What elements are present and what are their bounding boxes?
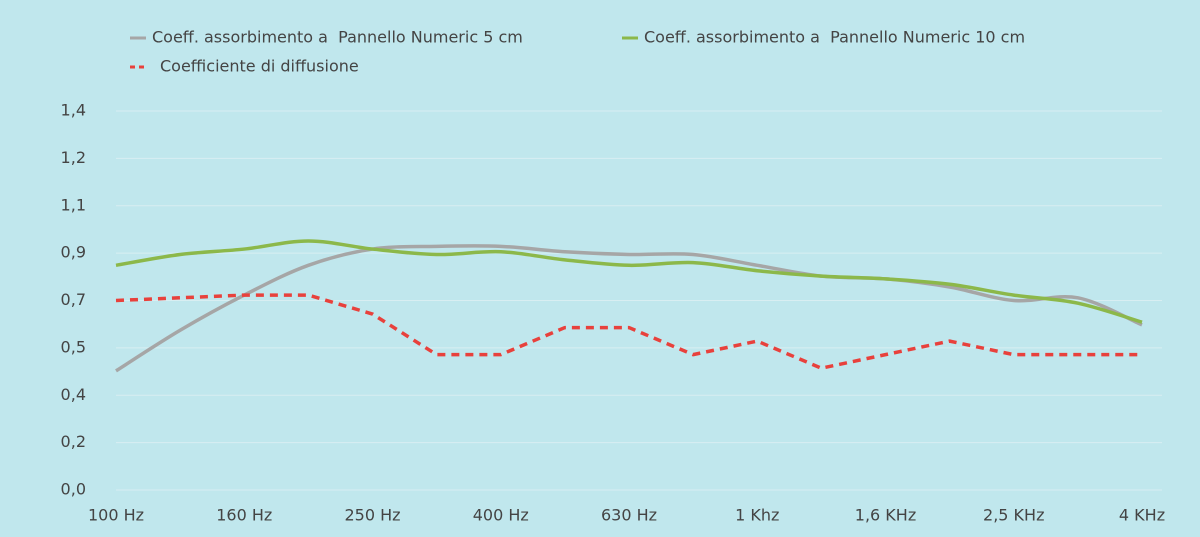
y-tick-label: 0,4 bbox=[61, 385, 86, 404]
x-tick-label: 1 Khz bbox=[735, 506, 779, 525]
x-tick-label: 400 Hz bbox=[473, 506, 529, 525]
data-line bbox=[115, 293, 1142, 370]
data-line bbox=[115, 244, 1143, 373]
y-tick-label: 0,7 bbox=[61, 290, 86, 309]
data-line bbox=[115, 239, 1143, 324]
y-tick-label: 0,2 bbox=[61, 432, 86, 451]
y-tick-label: 1,4 bbox=[61, 101, 86, 120]
x-tick-label: 1,6 KHz bbox=[855, 506, 916, 525]
x-tick-label: 4 KHz bbox=[1119, 506, 1165, 525]
y-tick-label: 0,9 bbox=[61, 243, 86, 262]
legend-label: Coefficiente di diffusione bbox=[160, 57, 359, 76]
y-tick-label: 1,1 bbox=[61, 195, 86, 214]
x-tick-label: 250 Hz bbox=[344, 506, 400, 525]
legend-label: Coeff. assorbimento a Pannello Numeric 1… bbox=[644, 28, 1025, 47]
legend-label: Coeff. assorbimento a Pannello Numeric 5… bbox=[152, 28, 523, 47]
x-tick-label: 100 Hz bbox=[88, 506, 144, 525]
y-tick-label: 0,0 bbox=[61, 480, 86, 499]
y-tick-label: 1,2 bbox=[61, 148, 86, 167]
x-tick-label: 2,5 KHz bbox=[983, 506, 1044, 525]
y-tick-label: 0,5 bbox=[61, 337, 86, 356]
x-tick-label: 160 Hz bbox=[216, 506, 272, 525]
x-tick-label: 630 Hz bbox=[601, 506, 657, 525]
